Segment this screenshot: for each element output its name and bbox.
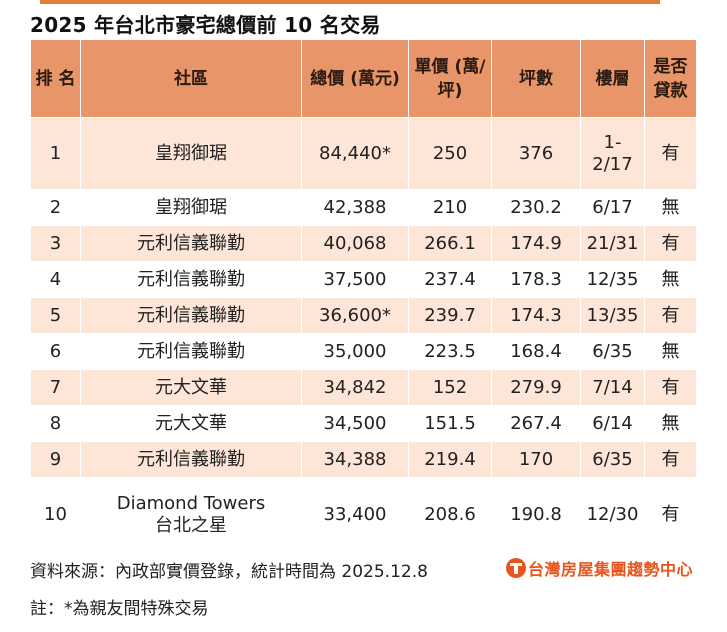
cell-loan: 有 xyxy=(644,225,697,262)
cell-community: 元利信義聯勤 xyxy=(80,261,302,298)
cell-unit-price: 219.4 xyxy=(408,441,492,478)
cell-loan: 有 xyxy=(644,477,697,552)
cell-loan: 有 xyxy=(644,441,697,478)
table-row: 8 元大文華 34,500 151.5 267.4 6/14 無 xyxy=(30,405,697,442)
logo-icon xyxy=(506,558,526,578)
cell-loan: 無 xyxy=(644,189,697,226)
cell-unit-price: 237.4 xyxy=(408,261,492,298)
cell-unit-price: 208.6 xyxy=(408,477,492,552)
table-row: 10 Diamond Towers 台北之星 33,400 208.6 190.8 12/3… xyxy=(30,477,697,552)
cell-floor: 12/35 xyxy=(580,261,645,298)
cell-total-price: 34,842 xyxy=(301,369,409,406)
cell-loan: 無 xyxy=(644,405,697,442)
table-row: 3 元利信義聯勤 40,068 266.1 174.9 21/31 有 xyxy=(30,225,697,262)
table-row: 9 元利信義聯勤 34,388 219.4 170 6/35 有 xyxy=(30,441,697,478)
cell-loan: 有 xyxy=(644,369,697,406)
brand-logo: 台灣房屋集團趨勢中心 xyxy=(506,556,693,580)
cell-community: 皇翔御琚 xyxy=(80,189,302,226)
footnote: 註：*為親友間特殊交易 xyxy=(30,599,209,619)
cell-floor: 6/35 xyxy=(580,333,645,370)
table-header-row: 排 名 社區 總價 (萬元) 單價 (萬/坪) 坪數 樓層 是否 貸款 xyxy=(30,39,697,118)
cell-rank: 8 xyxy=(30,405,81,442)
cell-area: 376 xyxy=(491,117,581,190)
cell-area: 190.8 xyxy=(491,477,581,552)
cell-floor: 1- 2/17 xyxy=(580,117,645,190)
cell-total-price: 42,388 xyxy=(301,189,409,226)
cell-loan: 無 xyxy=(644,333,697,370)
header-community: 社區 xyxy=(80,39,302,118)
page-title: 2025 年台北市豪宅總價前 10 名交易 xyxy=(30,13,381,37)
cell-floor: 13/35 xyxy=(580,297,645,334)
cell-rank: 4 xyxy=(30,261,81,298)
cell-area: 267.4 xyxy=(491,405,581,442)
header-total-price: 總價 (萬元) xyxy=(301,39,409,118)
cell-area: 279.9 xyxy=(491,369,581,406)
ranking-table: 排 名 社區 總價 (萬元) 單價 (萬/坪) 坪數 樓層 是否 貸款 xyxy=(30,39,697,552)
cell-rank: 1 xyxy=(30,117,81,190)
cell-community: Diamond Towers 台北之星 xyxy=(80,477,302,552)
cell-floor: 6/17 xyxy=(580,189,645,226)
cell-community: 元利信義聯勤 xyxy=(80,225,302,262)
cell-rank: 10 xyxy=(30,477,81,552)
cell-unit-price: 151.5 xyxy=(408,405,492,442)
header-unit-price: 單價 (萬/坪) xyxy=(408,39,492,118)
table-row: 2 皇翔御琚 42,388 210 230.2 6/17 無 xyxy=(30,189,697,226)
cell-rank: 9 xyxy=(30,441,81,478)
cell-floor: 6/35 xyxy=(580,441,645,478)
cell-total-price: 34,500 xyxy=(301,405,409,442)
cell-area: 174.9 xyxy=(491,225,581,262)
cell-floor: 6/14 xyxy=(580,405,645,442)
cell-loan: 有 xyxy=(644,297,697,334)
cell-area: 230.2 xyxy=(491,189,581,226)
cell-rank: 5 xyxy=(30,297,81,334)
table-row: 7 元大文華 34,842 152 279.9 7/14 有 xyxy=(30,369,697,406)
header-area: 坪數 xyxy=(491,39,581,118)
cell-unit-price: 223.5 xyxy=(408,333,492,370)
header-floor: 樓層 xyxy=(580,39,645,118)
table-row: 6 元利信義聯勤 35,000 223.5 168.4 6/35 無 xyxy=(30,333,697,370)
cell-area: 178.3 xyxy=(491,261,581,298)
table-row: 4 元利信義聯勤 37,500 237.4 178.3 12/35 無 xyxy=(30,261,697,298)
table-row: 1 皇翔御琚 84,440* 250 376 1- 2/17 有 xyxy=(30,117,697,190)
cell-loan: 無 xyxy=(644,261,697,298)
cell-rank: 2 xyxy=(30,189,81,226)
cell-rank: 3 xyxy=(30,225,81,262)
header-rank: 排 名 xyxy=(30,39,81,118)
table-body: 1 皇翔御琚 84,440* 250 376 1- 2/17 有 2 皇翔御琚 42,388 210 2… xyxy=(30,117,697,552)
cell-total-price: 33,400 xyxy=(301,477,409,552)
cell-total-price: 35,000 xyxy=(301,333,409,370)
cell-community: 元大文華 xyxy=(80,405,302,442)
cell-unit-price: 210 xyxy=(408,189,492,226)
cell-community: 皇翔御琚 xyxy=(80,117,302,190)
cell-unit-price: 250 xyxy=(408,117,492,190)
cell-community: 元大文華 xyxy=(80,369,302,406)
cell-total-price: 84,440* xyxy=(301,117,409,190)
cell-area: 170 xyxy=(491,441,581,478)
cell-floor: 7/14 xyxy=(580,369,645,406)
cell-total-price: 40,068 xyxy=(301,225,409,262)
cell-unit-price: 239.7 xyxy=(408,297,492,334)
data-source-note: 資料來源：內政部實價登錄，統計時間為 2025.12.8 xyxy=(30,562,428,582)
cell-area: 168.4 xyxy=(491,333,581,370)
cell-total-price: 37,500 xyxy=(301,261,409,298)
cell-community: 元利信義聯勤 xyxy=(80,333,302,370)
cell-community: 元利信義聯勤 xyxy=(80,441,302,478)
cell-unit-price: 266.1 xyxy=(408,225,492,262)
cell-floor: 12/30 xyxy=(580,477,645,552)
top-accent-bar xyxy=(40,0,660,4)
cell-unit-price: 152 xyxy=(408,369,492,406)
cell-floor: 21/31 xyxy=(580,225,645,262)
cell-total-price: 36,600* xyxy=(301,297,409,334)
cell-rank: 6 xyxy=(30,333,81,370)
cell-loan: 有 xyxy=(644,117,697,190)
cell-total-price: 34,388 xyxy=(301,441,409,478)
cell-rank: 7 xyxy=(30,369,81,406)
cell-community: 元利信義聯勤 xyxy=(80,297,302,334)
header-loan: 是否 貸款 xyxy=(644,39,697,118)
table-row: 5 元利信義聯勤 36,600* 239.7 174.3 13/35 有 xyxy=(30,297,697,334)
cell-area: 174.3 xyxy=(491,297,581,334)
